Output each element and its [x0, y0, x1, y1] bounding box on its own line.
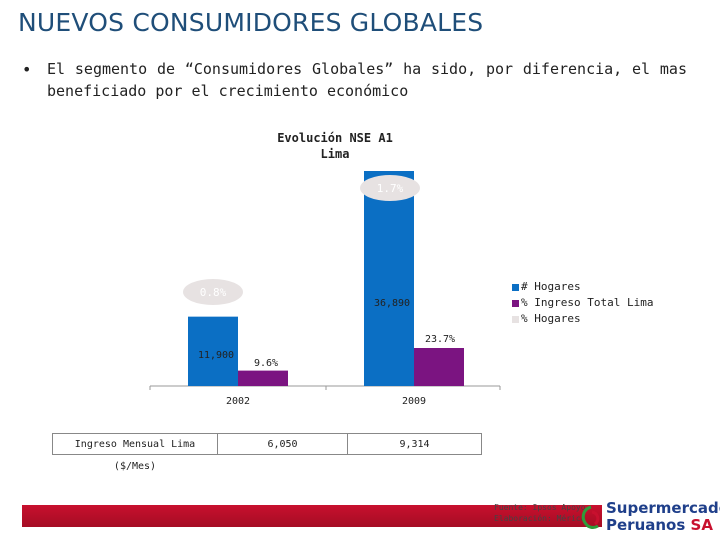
legend-label: % Hogares: [521, 312, 581, 325]
source-line-2: Elaboración: Mérica: [494, 514, 586, 523]
footer-bar: [22, 505, 602, 527]
source-note: Fuente: Ipsos Apoyo Elaboración: Mérica: [494, 502, 586, 524]
logo-line-2: Peruanos SA: [606, 517, 720, 534]
page-title: NUEVOS CONSUMIDORES GLOBALES: [18, 8, 484, 37]
bullet-text: El segmento de “Consumidores Globales” h…: [47, 60, 687, 100]
legend-swatch: [512, 283, 519, 291]
logo-swirl-icon: [581, 505, 600, 529]
legend-item-pct-hogares: % Hogares: [512, 311, 653, 327]
data-label-hogares-2002: 11,900: [198, 350, 234, 361]
company-logo: Supermercados Peruanos SA: [578, 500, 720, 538]
legend-swatch: [512, 299, 519, 307]
income-table-value-2009: 9,314: [348, 433, 482, 455]
logo-wordmark: Supermercados Peruanos SA: [606, 500, 720, 534]
x-tick-label-2002: 2002: [226, 396, 250, 407]
data-label-ingreso-2002: 9.6%: [254, 358, 278, 369]
income-table-label: Ingreso Mensual Lima ($/Mes): [52, 433, 218, 472]
bar-chart: 11,900 9.6% 0.8% 2002 36,890 23.7% 1.7% 2009: [149, 171, 501, 407]
logo-line-1: Supermercados: [606, 499, 720, 517]
x-tick-label-2009: 2009: [402, 396, 426, 407]
data-label-hogares-2009: 36,890: [374, 298, 410, 309]
bar-hogares-2009: [364, 171, 414, 386]
bar-ingreso-2009: [414, 348, 464, 386]
legend-label: # Hogares: [521, 280, 581, 293]
logo-line-2-main: Peruanos: [606, 516, 686, 534]
bubble-pct-hogares-2002: [183, 279, 243, 305]
chart-title-line-2: Lima: [320, 147, 350, 161]
income-table-value-2002: 6,050: [218, 433, 348, 455]
bar-hogares-2002: [188, 316, 238, 386]
legend-item-hogares: # Hogares: [512, 279, 653, 295]
legend-swatch: [512, 315, 519, 323]
data-label-ingreso-2009: 23.7%: [425, 334, 455, 345]
bullet-marker: •: [22, 60, 32, 79]
legend-label: % Ingreso Total Lima: [521, 296, 654, 309]
source-line-1: Fuente: Ipsos Apoyo: [494, 503, 586, 512]
income-table-row: Ingreso Mensual Lima ($/Mes) 6,050 9,314: [52, 433, 482, 472]
data-label-pct-hogares-2009: 1.7%: [377, 182, 404, 195]
logo-suffix: SA: [690, 516, 713, 534]
bar-ingreso-2002: [238, 370, 288, 386]
data-label-pct-hogares-2002: 0.8%: [200, 286, 227, 299]
bubble-pct-hogares-2009: [360, 175, 420, 201]
chart-title: Evolución NSE A1 Lima: [260, 130, 410, 162]
chart-legend: # Hogares % Ingreso Total Lima % Hogares: [512, 279, 653, 327]
legend-item-ingreso: % Ingreso Total Lima: [512, 295, 653, 311]
chart-title-line-1: Evolución NSE A1: [277, 131, 393, 145]
